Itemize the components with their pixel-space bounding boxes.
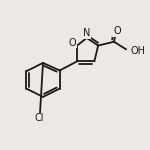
Text: OH: OH: [131, 46, 146, 56]
Text: O: O: [113, 26, 121, 36]
Text: O: O: [69, 38, 76, 48]
Text: Cl: Cl: [34, 113, 44, 123]
Text: N: N: [83, 28, 90, 38]
